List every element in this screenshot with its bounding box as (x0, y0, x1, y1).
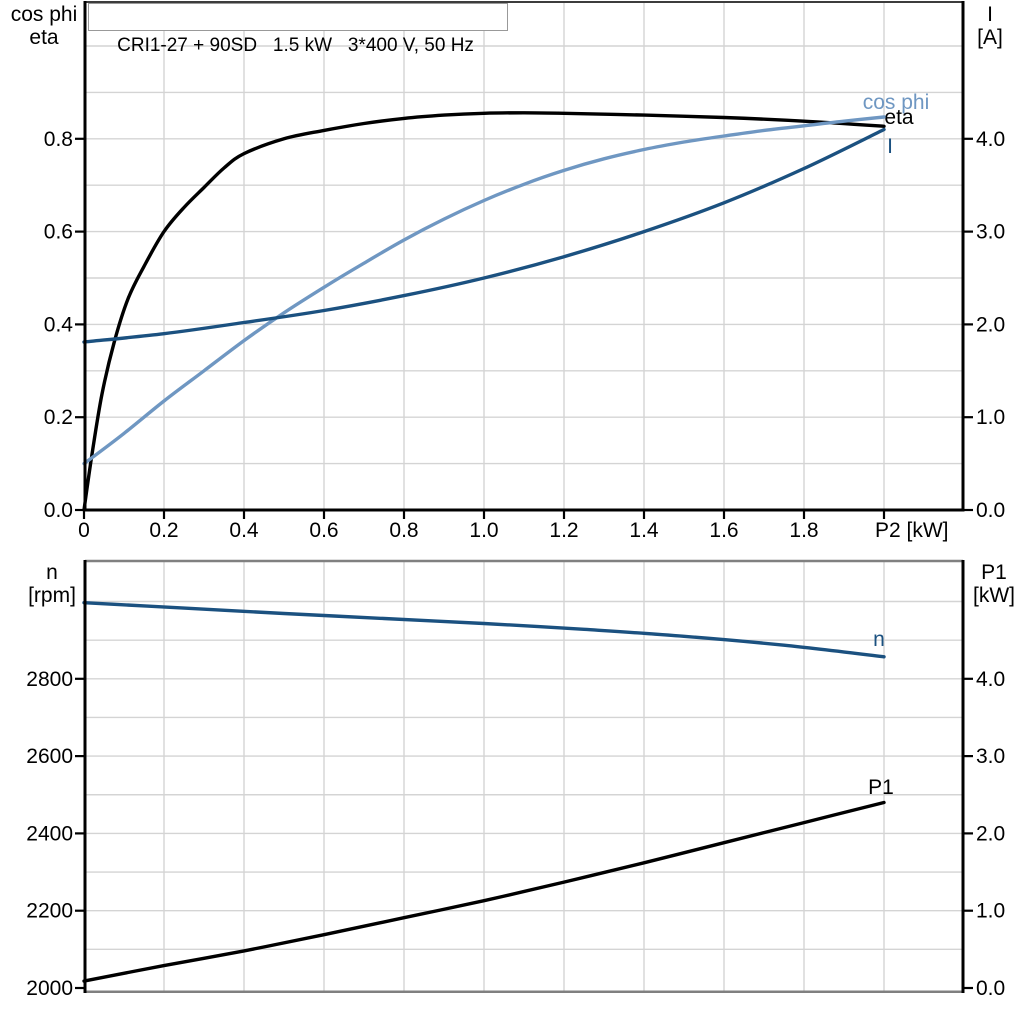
x-tick-label: 1.2 (549, 519, 578, 542)
x-tick-label: 1.0 (469, 519, 498, 542)
current-curve-label: I (887, 135, 893, 158)
left-tick-label: 0.8 (44, 128, 73, 151)
cos-phi-curve-label: cos phi (863, 91, 930, 114)
left-tick-label: 2600 (26, 745, 73, 768)
x-tick-label: 1.4 (629, 519, 659, 542)
left-tick-label: 0.0 (44, 499, 73, 522)
right-tick-label: 2.0 (976, 313, 1005, 336)
x-tick-label: 0.8 (389, 519, 418, 542)
x-axis-unit-label: P2 [kW] (875, 519, 949, 542)
speed-curve-label: n (873, 628, 885, 651)
top-right-axis-label-line1: I (987, 3, 993, 26)
x-tick-label: 0 (78, 519, 90, 542)
eta-curve (82, 111, 886, 512)
x-tick-label: 0.4 (229, 519, 259, 542)
right-tick-label: 4.0 (976, 128, 1005, 151)
left-tick-label: 2200 (26, 900, 73, 923)
left-tick-label: 0.2 (44, 406, 73, 429)
cos-phi-curve (82, 115, 886, 466)
x-tick-label: 1.8 (789, 519, 818, 542)
eta-curve-label: eta (884, 106, 914, 129)
right-tick-label: 1.0 (976, 900, 1005, 923)
left-tick-label: 2400 (26, 822, 73, 845)
p1-curve-label: P1 (868, 776, 894, 799)
p1-curve (82, 800, 886, 983)
left-tick-label: 2000 (26, 977, 73, 1000)
left-tick-label: 2800 (26, 668, 73, 691)
right-tick-label: 3.0 (976, 221, 1005, 244)
top-left-axis-label-line1: cos phi (10, 3, 78, 26)
x-tick-label: 0.6 (309, 519, 338, 542)
bottom-right-axis-label-line2: [kW] (973, 584, 1015, 607)
current-curve (82, 127, 886, 344)
top-right-axis-label-line2: [A] (977, 26, 1003, 49)
left-tick-label: 0.4 (44, 313, 74, 336)
right-tick-label: 0.0 (976, 977, 1005, 1000)
right-tick-label: 0.0 (976, 499, 1005, 522)
bottom-left-axis-label-line2: [rpm] (28, 584, 76, 607)
right-tick-label: 2.0 (976, 822, 1005, 845)
top-left-axis-label-line2: eta (29, 26, 59, 49)
x-tick-label: 1.6 (709, 519, 738, 542)
chart-title: CRI1-27 + 90SD 1.5 kW 3*400 V, 50 Hz (117, 35, 474, 56)
x-tick-label: 0.2 (149, 519, 178, 542)
chart-title-box: CRI1-27 + 90SD 1.5 kW 3*400 V, 50 Hz (88, 3, 508, 56)
speed-curve (82, 600, 886, 659)
bottom-left-axis-label-line1: n (46, 561, 58, 584)
right-tick-label: 1.0 (976, 406, 1005, 429)
left-tick-label: 0.6 (44, 221, 73, 244)
bottom-right-axis-label-line1: P1 (981, 561, 1007, 584)
right-tick-label: 3.0 (976, 745, 1005, 768)
right-tick-label: 4.0 (976, 668, 1005, 691)
